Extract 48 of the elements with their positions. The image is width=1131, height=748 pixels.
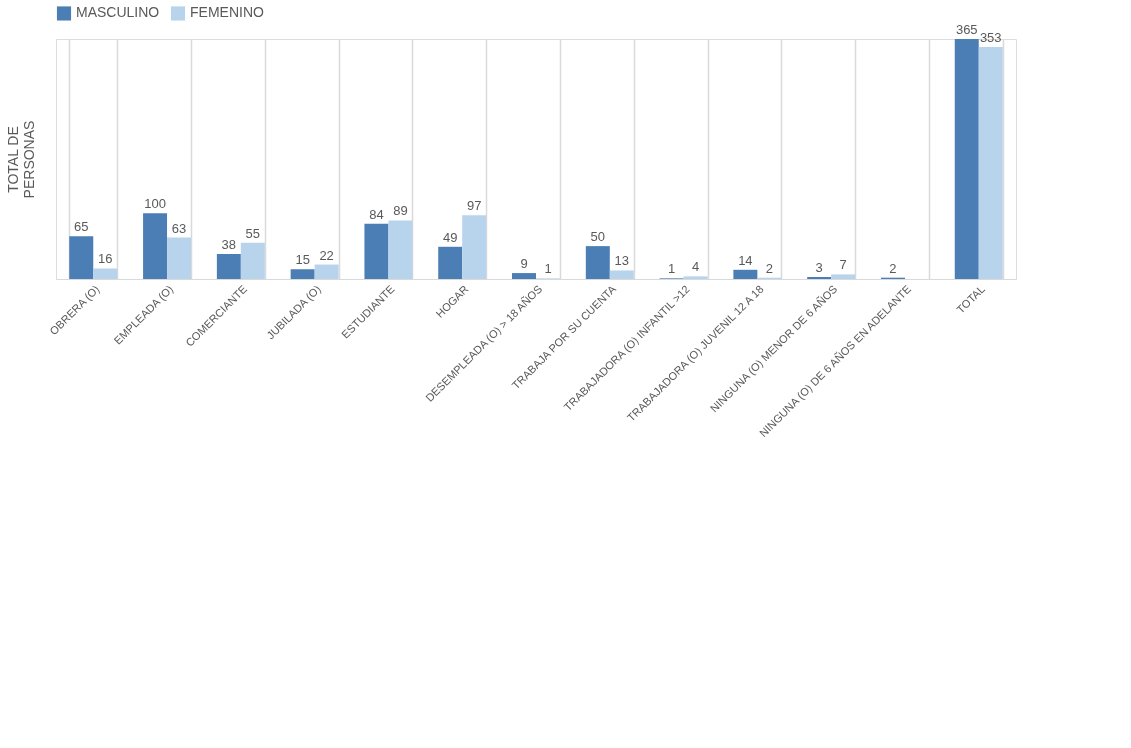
data-label: 55	[245, 225, 261, 241]
data-label: 63	[171, 220, 187, 236]
bar	[438, 246, 463, 279]
data-label: 2	[889, 260, 897, 276]
bar	[831, 274, 856, 279]
bar	[143, 213, 168, 279]
data-label: 4	[691, 259, 700, 275]
data-label: 16	[98, 251, 113, 267]
data-label: 65	[74, 219, 89, 235]
data-label: 97	[466, 198, 482, 214]
bar	[240, 242, 265, 279]
bar	[167, 237, 192, 279]
bar	[314, 264, 339, 279]
data-label: 2	[765, 260, 773, 276]
data-label: 13	[614, 253, 630, 269]
bar	[683, 276, 708, 279]
data-label: 1	[544, 261, 552, 277]
bar	[69, 236, 94, 279]
bar	[93, 268, 118, 279]
data-label: 353	[979, 29, 1002, 45]
bar	[364, 223, 389, 279]
data-label: 365	[955, 22, 978, 37]
data-label: 3	[815, 260, 823, 276]
legend-label: FEMENINO	[190, 4, 264, 21]
bar	[954, 39, 979, 279]
y-axis-title: TOTAL DE PERSONAS	[4, 120, 37, 199]
data-label: 1	[667, 261, 676, 277]
data-label: 15	[295, 252, 310, 268]
bar	[512, 273, 536, 279]
data-label: 7	[839, 257, 847, 273]
bar	[733, 269, 758, 279]
data-label: 50	[590, 229, 606, 245]
bar	[462, 215, 487, 279]
data-label: 38	[221, 237, 237, 253]
bar	[609, 270, 634, 279]
bar	[216, 254, 241, 279]
data-label: 84	[369, 206, 384, 222]
data-label: 49	[442, 229, 458, 245]
bar	[388, 220, 413, 279]
bar	[290, 269, 315, 279]
data-label: 100	[144, 196, 166, 212]
data-label: 89	[393, 203, 408, 219]
data-label: 9	[520, 256, 528, 272]
bar	[978, 46, 1003, 279]
data-label: 22	[319, 247, 334, 263]
data-label: 14	[738, 252, 753, 268]
legend-label: MASCULINO	[76, 4, 160, 21]
bar	[585, 246, 610, 279]
